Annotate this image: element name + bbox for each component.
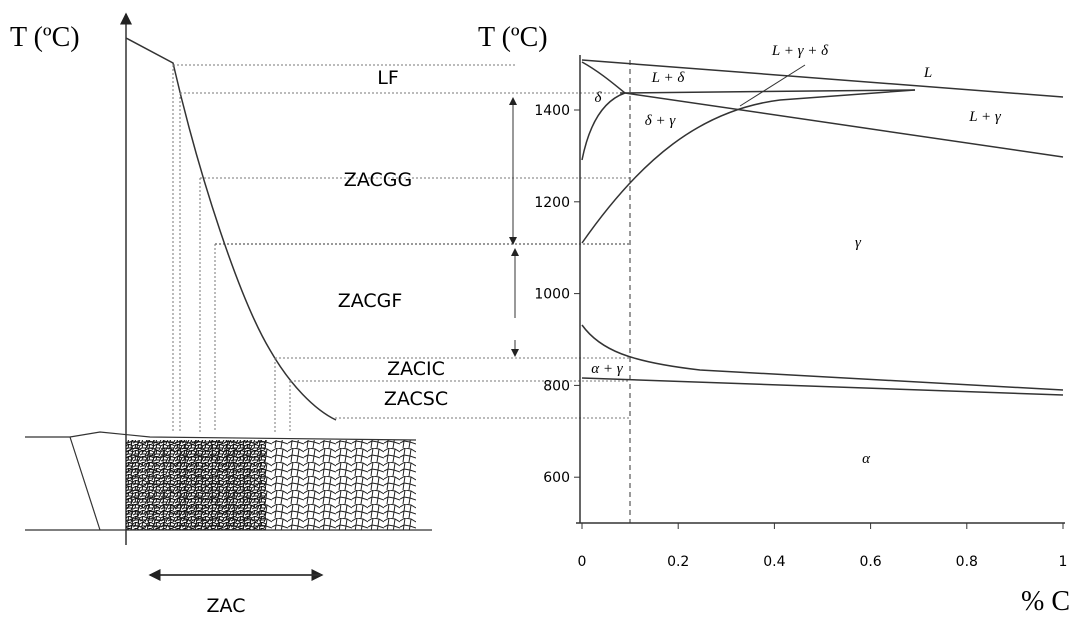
y-tick-label: 800 <box>543 378 570 394</box>
phase-label: L + γ <box>968 109 1002 125</box>
phase-label: α <box>862 451 871 467</box>
x-tick-label: 0.8 <box>956 554 978 570</box>
zone-label: ZAC <box>207 595 246 617</box>
thermal-curve <box>125 37 337 421</box>
zone-label: LF <box>377 67 399 89</box>
phase-label: γ <box>855 235 862 251</box>
zone-label: ZACIC <box>387 358 445 380</box>
x-tick-label: 1 <box>1059 554 1068 570</box>
x-tick-label: 0.6 <box>859 554 881 570</box>
x-tick-label: 0 <box>578 554 587 570</box>
axis-label: % C <box>1021 586 1070 617</box>
axis-label: T (ºC) <box>478 22 548 53</box>
x-tick-label: 0.2 <box>667 554 689 570</box>
phase-label: L + γ + δ <box>771 43 829 59</box>
guide-lines <box>172 64 630 432</box>
weld-section <box>25 431 432 531</box>
y-tick-label: 1200 <box>534 195 570 211</box>
phase-label: δ <box>595 90 603 106</box>
y-tick-label: 600 <box>543 470 570 486</box>
phase-lines <box>581 59 1064 523</box>
phase-label: δ + γ <box>645 113 677 129</box>
y-tick-label: 1000 <box>534 287 570 303</box>
zone-label: ZACGF <box>338 290 403 312</box>
haz-panel: T (ºC) LF ZACGG ZACGF ZACIC ZACSC <box>10 12 630 617</box>
phase-label: L <box>923 65 932 81</box>
axis-label: T (ºC) <box>10 22 80 53</box>
zone-label: ZACGG <box>344 169 412 191</box>
phase-label: L + δ <box>651 70 686 86</box>
phase-label: α + γ <box>591 361 623 377</box>
y-tick-label: 1400 <box>534 103 570 119</box>
x-tick-label: 0.4 <box>763 554 785 570</box>
zone-label: ZACSC <box>384 388 448 410</box>
